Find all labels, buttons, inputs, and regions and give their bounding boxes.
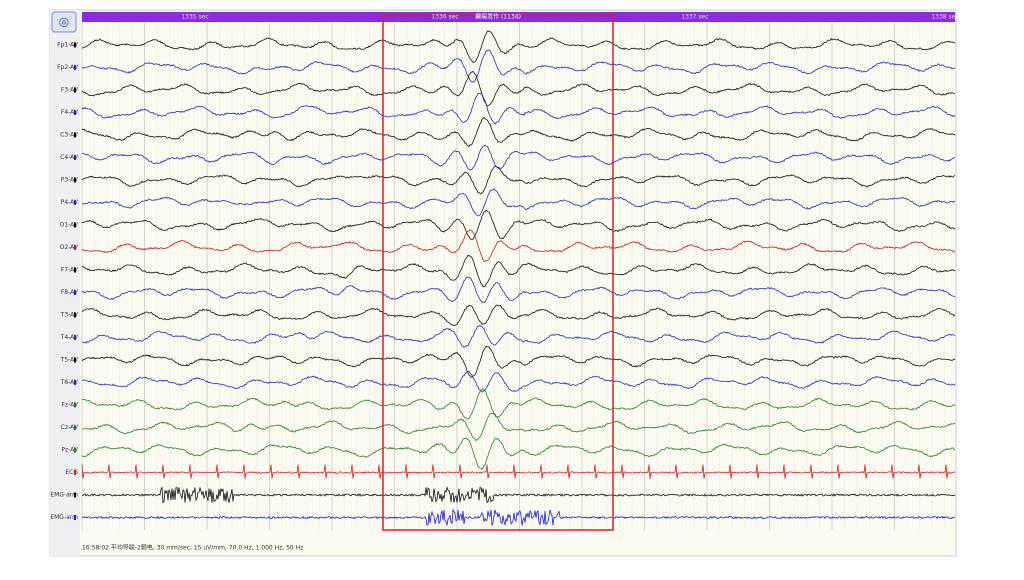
channel-label: Cz-AV <box>61 424 79 431</box>
channel-label: T6-AV <box>60 379 79 386</box>
channel-marker <box>74 335 76 340</box>
channel-marker <box>74 110 76 115</box>
eeg-trace <box>81 437 956 470</box>
channel-label: F7-AV <box>61 267 79 274</box>
channel-label: O2-AV <box>60 244 79 251</box>
channel-marker <box>74 425 76 430</box>
channel-label: Fz-AV <box>62 402 79 409</box>
eeg-trace <box>81 464 956 479</box>
channel-label: T4-AV <box>60 334 79 341</box>
timeline-label: 1335 sec <box>181 14 208 21</box>
eeg-trace <box>81 324 956 348</box>
event-box[interactable] <box>382 14 614 531</box>
eeg-trace <box>81 116 956 148</box>
channel-marker <box>74 245 76 250</box>
eeg-trace <box>81 508 956 527</box>
channel-label: F3-AV <box>61 87 79 94</box>
channel-marker <box>74 515 76 520</box>
channel-marker <box>74 42 76 48</box>
eeg-trace <box>81 485 956 504</box>
channel-label: Fp2-AV <box>57 64 79 71</box>
eeg-trace <box>81 30 956 63</box>
channel-label: EMG-arm <box>50 514 78 521</box>
channel-label: C3-AV <box>60 132 79 139</box>
channel-marker <box>74 492 76 498</box>
channel-marker <box>74 470 76 475</box>
channel-label: C4-AV <box>60 154 79 161</box>
timeline-bar <box>82 12 955 22</box>
channel-marker <box>74 87 76 93</box>
button-icon[interactable]: ◎ <box>59 15 69 29</box>
channel-label: T5-AV <box>60 357 79 364</box>
panel <box>49 9 957 557</box>
channel-label: T3-AV <box>60 312 79 319</box>
channel-marker <box>74 222 76 228</box>
eeg-trace <box>81 165 956 195</box>
eeg-trace <box>81 210 956 240</box>
channel-marker <box>74 155 76 160</box>
channel-marker <box>74 312 76 318</box>
channel-label: Pz-AV <box>61 447 79 454</box>
channel-label: Fp1-AV <box>57 42 79 49</box>
channel-label: F8-AV <box>61 289 79 296</box>
timeline-label: 1336 sec <box>431 14 458 21</box>
eeg-trace <box>81 144 955 171</box>
channel-label: P4-AV <box>61 199 79 206</box>
eeg-trace <box>81 229 956 262</box>
channel-label: EMG-arm <box>50 492 78 499</box>
eeg-trace <box>81 388 956 420</box>
channel-label: F4-AV <box>61 109 79 116</box>
timeline-label: 1338 sec <box>931 14 958 21</box>
eeg-trace <box>81 188 956 217</box>
channel-marker <box>74 267 76 273</box>
status-bar: 16:58:02 平均导联-2颤电, 30 mm/sec, 15 uV/mm, … <box>82 544 303 552</box>
channel-marker <box>74 290 76 295</box>
eeg-trace <box>81 304 956 327</box>
channel-marker <box>74 200 76 205</box>
channel-label: P3-AV <box>61 177 79 184</box>
eeg-trace <box>81 276 956 303</box>
label-column <box>50 10 80 556</box>
eeg-trace <box>81 254 956 288</box>
channel-marker <box>74 177 76 183</box>
timeline-label: 1337 sec <box>681 14 708 21</box>
channel-label: O1-AV <box>60 222 79 229</box>
channel-marker <box>74 447 76 453</box>
channel-marker <box>74 402 76 408</box>
channel-marker <box>74 65 76 70</box>
toolbar-button[interactable] <box>51 11 77 33</box>
channel-label: ECG <box>65 469 78 476</box>
eeg-trace <box>81 70 956 107</box>
event-label: 癫痫发作 (1134) <box>475 13 521 21</box>
eeg-trace <box>81 412 956 442</box>
eeg-trace <box>81 49 956 83</box>
eeg-trace <box>82 370 956 393</box>
eeg-trace <box>81 92 956 125</box>
channel-marker <box>74 357 76 363</box>
channel-marker <box>74 132 76 138</box>
eeg-trace <box>81 345 956 378</box>
channel-marker <box>74 380 76 385</box>
